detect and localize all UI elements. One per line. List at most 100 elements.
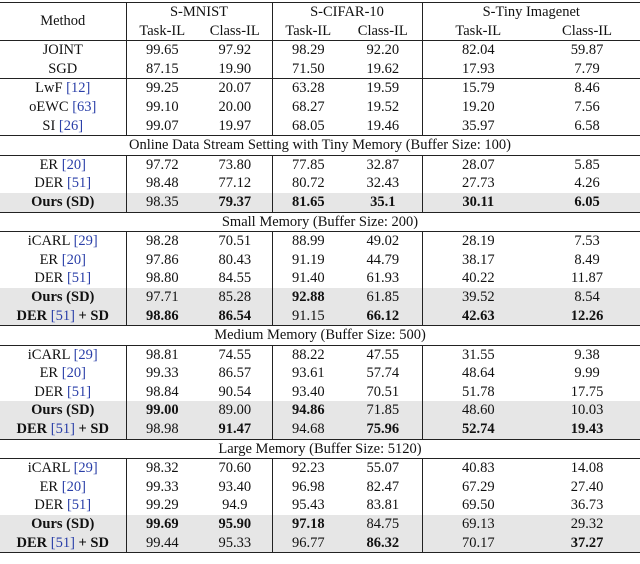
value-cell: 4.26 xyxy=(574,175,600,192)
citation-link[interactable]: [12] xyxy=(66,80,91,97)
method-label: DER xyxy=(34,383,67,400)
table-row: ER [20] 99.33 93.40 96.98 82.47 67.29 27.40 xyxy=(0,477,640,497)
value-cell: 91.40 xyxy=(271,269,344,288)
value-cell: 11.87 xyxy=(570,270,604,287)
citation-link[interactable]: [51] xyxy=(50,421,75,438)
value-cell: 32.87 xyxy=(366,156,400,173)
value-cell: 98.98 xyxy=(125,420,198,440)
value-cell: 8.46 xyxy=(534,78,640,98)
value-cell: 8.54 xyxy=(534,287,640,307)
table-row: Ours (SD) 98.35 79.37 81.65 35.1 30.11 6.05 xyxy=(0,192,640,213)
citation-link[interactable]: [29] xyxy=(73,346,98,363)
value-cell: 5.85 xyxy=(574,156,600,173)
value-cell: 57.74 xyxy=(366,365,400,382)
value-cell: 98.84 xyxy=(125,382,198,402)
citation-link[interactable]: [63] xyxy=(72,98,97,115)
value-cell: 93.40 xyxy=(271,382,344,402)
value-cell: 86.54 xyxy=(198,306,272,326)
group-header-smnist: S-MNIST xyxy=(125,1,272,22)
value-cell: 19.46 xyxy=(366,117,400,134)
value-cell: 19.20 xyxy=(421,97,534,117)
citation-link[interactable]: [51] xyxy=(50,534,75,551)
citation-link[interactable]: [51] xyxy=(66,383,92,400)
value-cell: 92.88 xyxy=(271,287,344,307)
value-cell: 69.13 xyxy=(421,515,534,534)
method-name: DER [51] + SD xyxy=(0,533,126,554)
citation-link[interactable]: [26] xyxy=(58,117,84,134)
value-cell: 19.43 xyxy=(534,420,640,440)
method-label: Ours (SD) xyxy=(31,288,95,305)
value-cell: 98.48 xyxy=(125,174,198,193)
value-cell: 80.43 xyxy=(218,251,252,268)
table-row: oEWC [63] 99.10 20.00 68.27 19.52 19.20 7.56 xyxy=(0,97,640,117)
citation-link[interactable]: [20] xyxy=(61,251,86,268)
value-cell: 99.00 xyxy=(125,401,198,421)
section-title-row: Small Memory (Buffer Size: 200) xyxy=(0,211,640,233)
value-cell: 42.63 xyxy=(421,306,534,326)
header-row-subs: Task-IL Class-IL Task-IL Class-IL Task-I… xyxy=(0,21,640,42)
method-name: DER [51] + SD xyxy=(0,420,126,440)
value-cell: 8.49 xyxy=(574,251,600,268)
citation-link[interactable]: [51] xyxy=(66,175,92,192)
table-row: ER [20] 97.86 80.43 91.19 44.79 38.17 8.49 xyxy=(0,250,640,270)
citation-link[interactable]: [51] xyxy=(66,497,92,514)
table-row: DER [51] + SD 98.98 91.47 94.68 75.96 52.74 19… xyxy=(0,420,640,440)
citation-link[interactable]: [51] xyxy=(66,270,92,287)
citation-link[interactable]: [20] xyxy=(61,156,86,173)
method-label: ER xyxy=(39,251,62,268)
value-cell: 79.37 xyxy=(198,192,272,213)
citation-link[interactable]: [20] xyxy=(61,478,86,495)
value-cell: 99.69 xyxy=(125,515,198,534)
value-cell: 68.05 xyxy=(271,116,344,136)
method-label: iCARL xyxy=(27,233,74,250)
method-name: Ours (SD) xyxy=(0,287,126,307)
method-label: JOINT xyxy=(42,42,83,59)
table-row: DER [51] + SD 98.86 86.54 91.15 66.12 42.63 12… xyxy=(0,306,640,326)
value-cell: 94.9 xyxy=(222,497,248,514)
citation-link[interactable]: [51] xyxy=(50,307,75,324)
method-label: Ours (SD) xyxy=(31,402,95,419)
value-cell: 67.29 xyxy=(421,477,534,497)
value-cell: 19.97 xyxy=(218,117,252,134)
section-title-row: Large Memory (Buffer Size: 5120) xyxy=(0,438,640,460)
sub-header: Task-IL xyxy=(271,21,344,42)
table-row: SI [26] 99.07 19.97 68.05 19.46 35.97 6.58 xyxy=(0,116,640,136)
value-cell: 82.04 xyxy=(421,40,534,60)
method-label: iCARL xyxy=(27,460,74,477)
value-cell: 70.51 xyxy=(366,383,400,400)
value-cell: 17.75 xyxy=(570,383,604,400)
value-cell: 37.27 xyxy=(534,533,640,554)
value-cell: 61.85 xyxy=(344,287,422,307)
value-cell: 91.19 xyxy=(271,250,344,270)
method-name: ER [20] xyxy=(0,364,126,383)
value-cell: 98.86 xyxy=(125,306,198,326)
value-cell: 66.12 xyxy=(344,306,422,326)
value-cell: 74.55 xyxy=(218,346,252,363)
value-cell: 98.29 xyxy=(271,40,344,60)
value-cell: 51.78 xyxy=(421,382,534,402)
citation-link[interactable]: [29] xyxy=(73,233,98,250)
value-cell: 20.07 xyxy=(198,78,272,98)
value-cell: 88.99 xyxy=(271,231,344,251)
method-label: DER xyxy=(34,497,67,514)
sub-header: Class-IL xyxy=(344,21,422,42)
method-name: ER [20] xyxy=(0,155,126,174)
value-cell: 86.32 xyxy=(344,533,422,554)
value-cell: 32.43 xyxy=(366,175,400,192)
method-name: SGD xyxy=(0,60,126,79)
value-cell: 98.32 xyxy=(125,458,198,478)
method-name: Ours (SD) xyxy=(0,192,126,213)
method-label: SI xyxy=(42,117,59,134)
value-cell: 71.50 xyxy=(271,59,344,79)
value-cell: 85.28 xyxy=(198,287,272,307)
citation-link[interactable]: [20] xyxy=(61,365,86,382)
section-title: Online Data Stream Setting with Tiny Mem… xyxy=(0,135,640,156)
method-label: DER xyxy=(16,534,51,551)
value-cell: 15.79 xyxy=(421,78,534,98)
method-label: ER xyxy=(39,156,62,173)
method-label: DER xyxy=(34,175,67,192)
table-row: Ours (SD) 99.69 95.90 97.18 84.75 69.13 29.32 xyxy=(0,515,640,534)
citation-link[interactable]: [29] xyxy=(73,460,98,477)
value-cell: 19.59 xyxy=(344,78,422,98)
value-cell: 36.73 xyxy=(570,497,604,514)
